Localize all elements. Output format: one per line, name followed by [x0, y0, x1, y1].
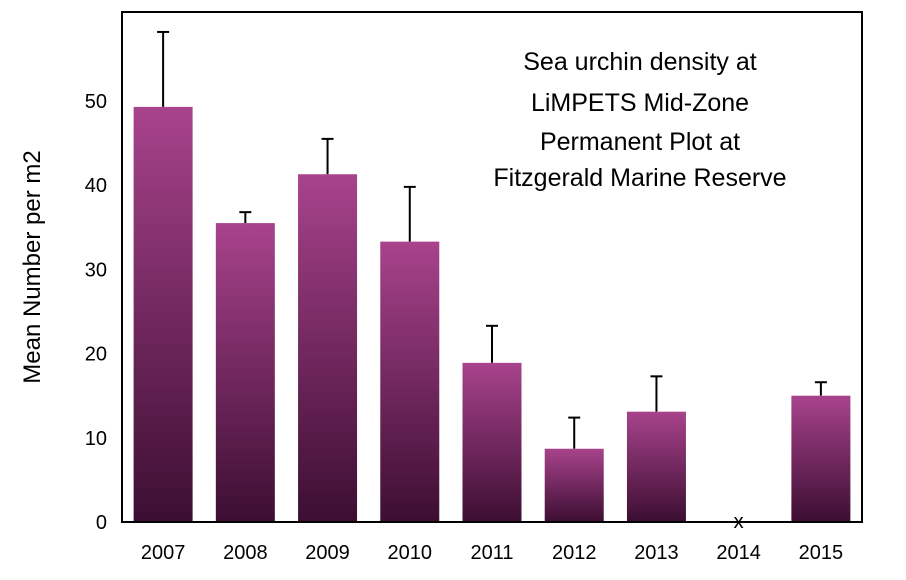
y-axis-label: Mean Number per m2 [19, 150, 46, 383]
x-tick-label-2008: 2008 [223, 542, 268, 564]
bar-2013 [626, 411, 686, 522]
x-tick-label-2011: 2011 [470, 542, 513, 564]
x-tick-label-2010: 2010 [388, 542, 433, 564]
x-tick-label-2015: 2015 [799, 542, 844, 564]
bar-2010 [380, 241, 440, 522]
bar-2015 [791, 395, 851, 522]
x-tick-label-2012: 2012 [552, 542, 597, 564]
x-tick-label-2014: 2014 [716, 542, 761, 564]
bar-2008 [215, 223, 275, 522]
y-tick-label-50: 50 [85, 91, 107, 113]
chart-title-line-2: LiMPETS Mid-Zone [531, 89, 749, 117]
y-tick-label-10: 10 [85, 428, 107, 450]
chart-title-line-4: Fitzgerald Marine Reserve [493, 164, 786, 192]
bar-2012 [544, 448, 604, 522]
y-tick-label-20: 20 [85, 344, 107, 366]
y-tick-label-0: 0 [96, 512, 107, 534]
bar-2007 [133, 106, 193, 523]
chart-title-line-1: Sea urchin density at [523, 48, 757, 76]
y-tick-label-30: 30 [85, 259, 107, 281]
plot-frame [121, 11, 863, 523]
bar-2011 [462, 362, 522, 522]
x-tick-label-2013: 2013 [634, 542, 679, 564]
chart-title-line-3: Permanent Plot at [540, 128, 740, 156]
bar-2009 [298, 174, 358, 522]
x-tick-label-2009: 2009 [305, 542, 350, 564]
y-tick-label-40: 40 [85, 175, 107, 197]
x-tick-label-2007: 2007 [141, 542, 186, 564]
